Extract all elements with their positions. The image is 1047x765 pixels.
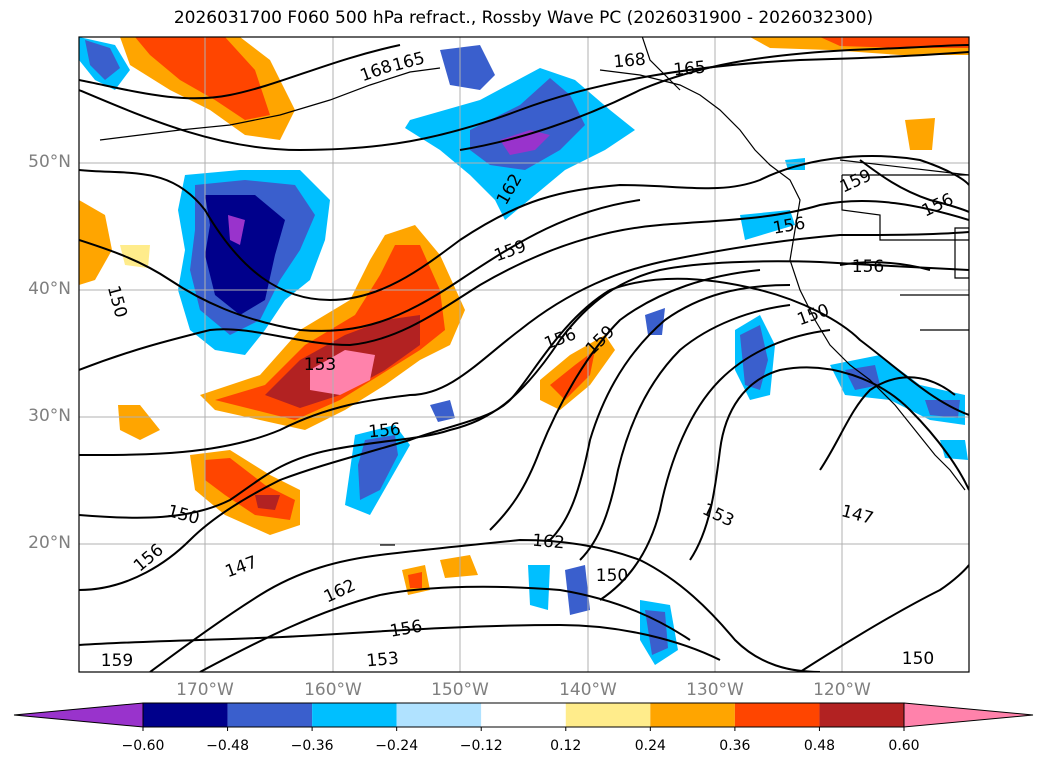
contour-label: 156 — [771, 213, 806, 238]
contour-label: 168 — [613, 50, 647, 73]
colorbar-tick-label: 0.60 — [888, 738, 920, 754]
contour-label: 156 — [130, 540, 168, 576]
anomaly-negative-mx — [940, 440, 968, 460]
colorbar-tick-label: −0.12 — [459, 738, 503, 754]
colorbar-swatch — [396, 703, 482, 727]
contour-label: 150 — [902, 649, 934, 669]
contour-label: 156 — [919, 190, 957, 222]
coastlines — [99, 37, 969, 546]
contour-label: 150 — [165, 501, 202, 529]
colorbar-tick-label: −0.24 — [375, 738, 419, 754]
anomaly-negative-swus-core — [845, 365, 880, 390]
contour-label: 153 — [304, 355, 336, 375]
anomaly-negative-swus-2 — [925, 400, 960, 418]
lon-label: 130°W — [686, 680, 744, 700]
anomaly-positive-west — [79, 200, 112, 285]
anomaly-positive-140w-core — [550, 350, 595, 400]
lon-label: 120°W — [813, 680, 871, 700]
graticule — [79, 37, 969, 672]
plot-frame — [78, 36, 970, 673]
anomaly-positive-south-1-core — [408, 572, 422, 588]
contour-label: 156 — [542, 324, 579, 354]
colorbar-swatch — [143, 703, 228, 727]
lat-label: 30°N — [28, 406, 71, 426]
anomaly-negative-135w — [645, 308, 665, 335]
colorbar-tick-label: −0.60 — [121, 738, 165, 754]
colorbar-swatch — [819, 703, 904, 727]
contour-label: 162 — [531, 531, 565, 554]
contour-label: 165 — [673, 58, 707, 81]
colorbar-swatch — [227, 703, 313, 727]
anomaly-negative-goa-core — [500, 130, 550, 155]
contour-label: 168 — [358, 56, 395, 86]
lon-label: 160°W — [304, 680, 362, 700]
anomaly-positive-subtropical-dark — [255, 495, 280, 510]
anomaly-positive-ne-core — [820, 37, 969, 48]
anomaly-positive-central-red — [215, 245, 445, 420]
anomaly-positive-nw-core — [135, 37, 270, 120]
colorbar-swatch — [734, 703, 820, 727]
colorbar-swatch — [650, 703, 735, 727]
contour-label: 147 — [223, 552, 260, 582]
contour-label: 159 — [101, 651, 133, 671]
contour-label: 150 — [103, 283, 131, 320]
colorbar-tick-label: 0.36 — [719, 738, 751, 754]
colorbar-tick-label: −0.36 — [290, 738, 334, 754]
chart-title: 2026031700 F060 500 hPa refract., Rossby… — [173, 8, 874, 28]
colorbar-frame — [142, 702, 905, 728]
anomaly-negative-125w-core — [740, 325, 768, 390]
contour-label: 150 — [596, 566, 628, 586]
colorbar-extend-low — [13, 702, 144, 728]
lon-label: 170°W — [176, 680, 234, 700]
anomaly-negative-central-dark — [205, 195, 285, 315]
contour-label: 165 — [390, 48, 427, 76]
height-contours — [79, 44, 969, 672]
colorbar-tick-label: 0.48 — [803, 738, 836, 754]
lat-label: 40°N — [28, 279, 71, 299]
anomaly-negative-goa-mid — [470, 78, 585, 170]
anomaly-positive-nw-us — [905, 118, 935, 150]
anomaly-negative-nw-corner-core — [85, 40, 120, 80]
colorbar — [13, 702, 1034, 731]
contour-label: 156 — [388, 616, 423, 641]
colorbar-tick-label: 0.24 — [634, 738, 666, 754]
lon-label: 140°W — [559, 680, 617, 700]
contour-label: 153 — [366, 649, 400, 672]
contour-label: 156 — [368, 420, 402, 443]
lat-label: 20°N — [28, 533, 71, 553]
anomaly-negative-central-core — [228, 215, 245, 245]
colorbar-tick-label: −0.48 — [206, 738, 249, 754]
colorbar-swatch — [481, 703, 566, 727]
anomaly-positive-west-2 — [118, 405, 160, 440]
anomaly-negative-north — [440, 45, 495, 90]
anomaly-positive-south-2 — [440, 555, 478, 578]
colorbar-swatch — [312, 703, 397, 727]
contour-label: 147 — [839, 501, 876, 529]
contour-label: 159 — [837, 166, 875, 198]
lon-label: 150°W — [431, 680, 489, 700]
contour-label: 150 — [795, 300, 832, 330]
contour-label: 156 — [852, 257, 884, 277]
anomaly-negative-south-3-core — [645, 610, 668, 655]
colorbar-extend-high — [903, 702, 1034, 728]
anomaly-positive-central-core — [310, 350, 375, 395]
colorbar-swatch — [565, 703, 651, 727]
colorbar-tick-label: 0.12 — [550, 738, 582, 754]
anomaly-positive-west-3 — [120, 245, 150, 268]
anomaly-negative-south-2 — [565, 565, 590, 615]
anomaly-negative-small-1 — [430, 400, 455, 422]
lat-label: 50°N — [28, 152, 71, 172]
